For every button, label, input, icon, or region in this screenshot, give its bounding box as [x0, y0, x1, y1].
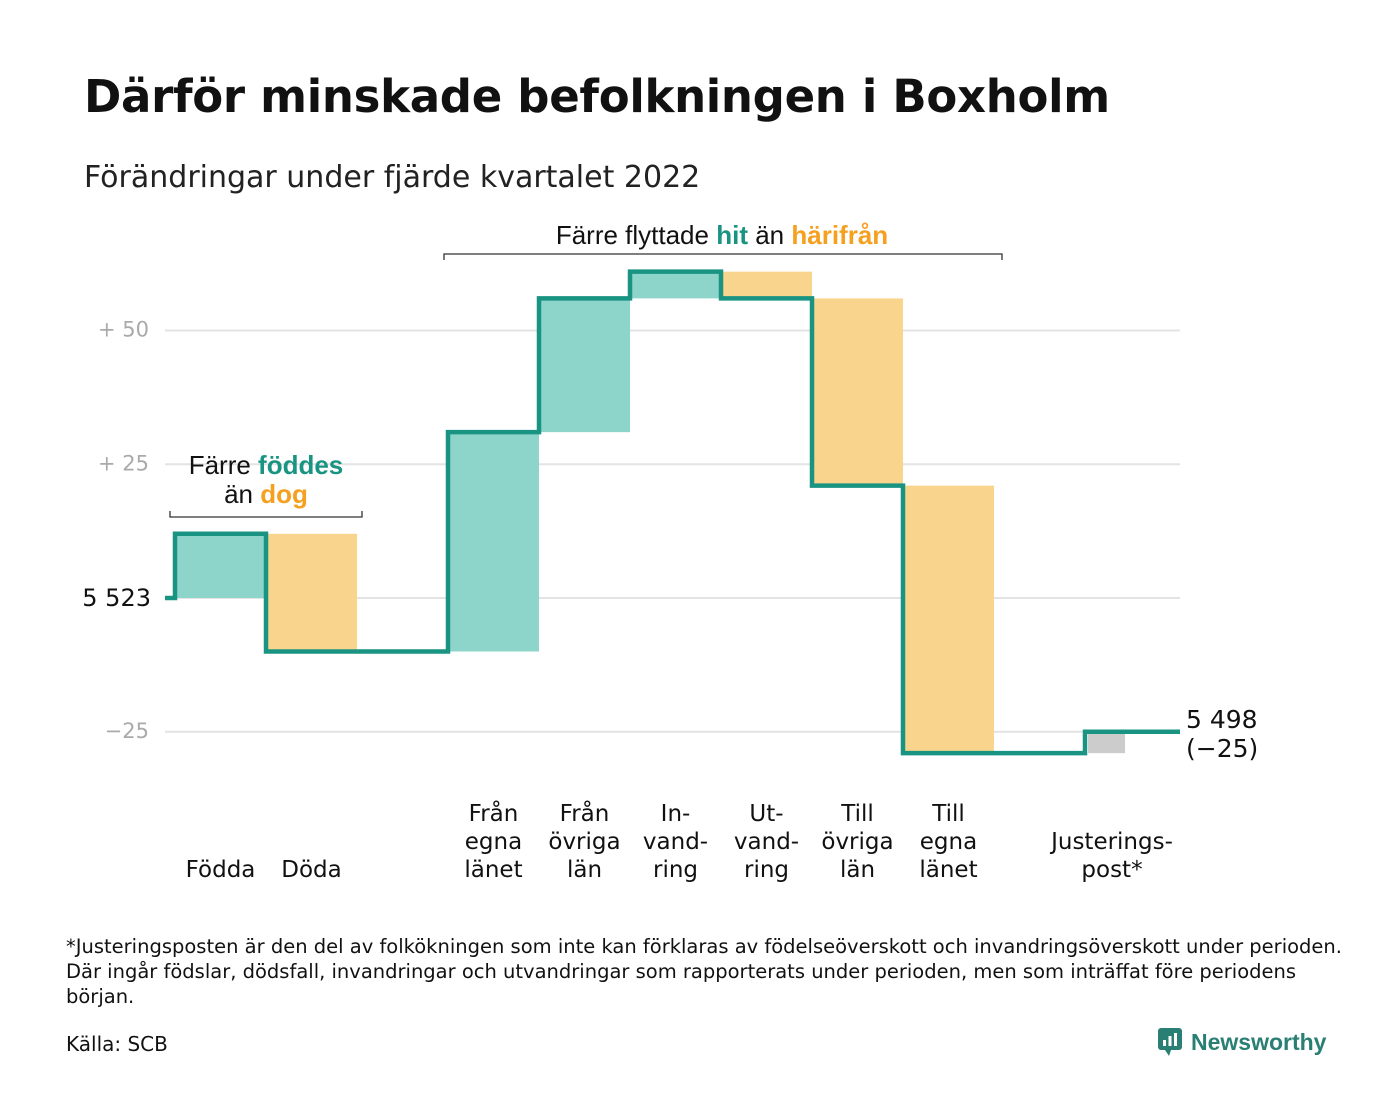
category-label: Från	[560, 799, 610, 827]
y-tick-label: + 25	[98, 451, 149, 475]
category-label: Döda	[281, 857, 341, 883]
end-change-label: (−25)	[1186, 734, 1258, 763]
category-label: In-	[661, 801, 691, 827]
bar-outflow	[721, 271, 812, 299]
brand-name: Newsworthy	[1191, 1028, 1327, 1055]
annotation-text: Färre	[189, 450, 258, 480]
svg-text:Färre flyttade hit än härifrån: Färre flyttade hit än härifrån	[556, 220, 888, 250]
newsworthy-logo-icon	[1158, 1028, 1182, 1056]
y-tick-label: + 50	[98, 318, 149, 342]
end-value-label: 5 498	[1186, 705, 1258, 734]
category-label: egna	[465, 829, 522, 855]
svg-text:än dog: än dog	[224, 479, 308, 509]
annotation-emphasis-died: dog	[260, 479, 308, 509]
y-tick-labels: + 50 + 25 5 523 −25	[82, 318, 151, 743]
category-label: post*	[1081, 857, 1142, 883]
svg-text:Färre föddes: Färre föddes	[189, 450, 344, 480]
category-label: länet	[464, 857, 522, 883]
chart-title: Därför minskade befolkningen i Boxholm	[84, 70, 1110, 123]
category-label: län	[567, 857, 602, 883]
bar-adjustment	[1088, 731, 1125, 754]
bars	[175, 271, 1125, 754]
category-label: ring	[653, 857, 698, 883]
category-label: Från	[469, 799, 519, 827]
chart-subtitle: Förändringar under fjärde kvartalet 2022	[84, 160, 701, 195]
bar-inflow	[175, 533, 266, 598]
category-label: vand-	[643, 829, 708, 855]
start-value-label: 5 523	[82, 584, 151, 612]
category-label: Födda	[186, 857, 256, 883]
annotation-emphasis-in: hit	[716, 220, 748, 250]
annotation-text: Färre flyttade	[556, 220, 716, 250]
category-label: Justerings-	[1049, 829, 1173, 855]
annotation-bracket	[169, 511, 363, 518]
category-label: övriga	[548, 829, 620, 855]
category-label: övriga	[821, 829, 893, 855]
births-deaths-annotation: Färre föddes än dog	[169, 450, 363, 518]
brand-logo: Newsworthy	[1157, 1027, 1326, 1057]
gridlines	[165, 329, 1180, 733]
category-label: län	[840, 857, 875, 883]
category-label: ring	[744, 857, 789, 883]
y-tick-label: −25	[105, 719, 149, 743]
population-step-line	[165, 269, 1180, 756]
category-label: Till	[840, 801, 874, 827]
category-label: länet	[919, 857, 977, 883]
category-labels: Födda DödaFrånegnalänetFrånövrigalänIn-va…	[186, 799, 1173, 883]
annotation-bracket	[443, 253, 1003, 260]
annotation-emphasis-out: härifrån	[791, 220, 888, 250]
annotation-text: än	[748, 220, 791, 250]
category-label: egna	[920, 829, 977, 855]
annotation-text: än	[224, 479, 260, 509]
annotation-emphasis-born: föddes	[258, 450, 343, 480]
migration-annotation: Färre flyttade hit än härifrån	[443, 220, 1003, 260]
source-credit: Källa: SCB	[66, 1032, 168, 1056]
bar-inflow	[539, 298, 630, 433]
bar-outflow	[266, 533, 357, 652]
bar-inflow	[448, 432, 539, 652]
category-label: Till	[931, 801, 965, 827]
category-label: vand-	[734, 829, 799, 855]
bar-inflow	[630, 271, 721, 299]
bar-outflow	[812, 298, 903, 486]
category-label: Ut-	[749, 801, 783, 827]
bar-outflow	[903, 485, 994, 754]
footnote: *Justeringsposten är den del av folkökni…	[66, 935, 1342, 1008]
